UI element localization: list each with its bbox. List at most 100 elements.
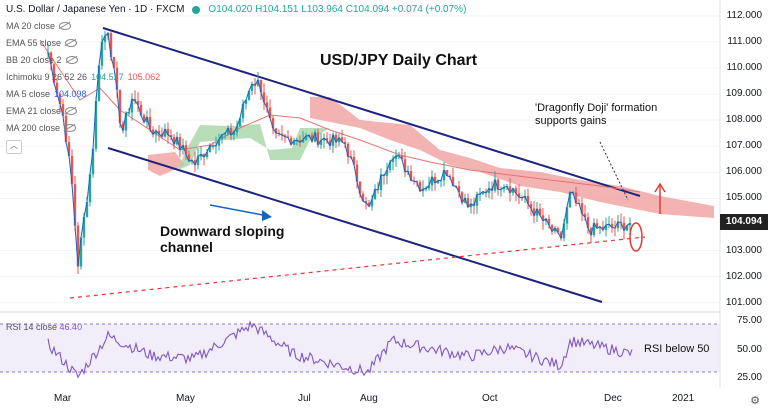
indicator-ma20[interactable]: MA 20 close	[6, 21, 72, 31]
date-tick-label: Oct	[482, 393, 498, 404]
price-tick-label: 103.000	[725, 244, 762, 256]
candle-body	[184, 145, 188, 155]
indicator-label: MA 200 close	[6, 123, 61, 133]
candle-body	[502, 187, 506, 190]
candle-body	[259, 79, 263, 93]
candle-body	[127, 112, 131, 114]
candle-body	[175, 137, 179, 145]
candle-body	[124, 113, 128, 131]
candle-body	[568, 192, 572, 208]
indicator-value: 104.098	[54, 89, 87, 99]
candle-body	[109, 33, 113, 58]
moving-average-line	[39, 39, 641, 193]
candle-body	[250, 84, 254, 91]
hidden-eye-icon[interactable]	[65, 56, 78, 64]
candle-body	[556, 228, 560, 233]
symbol-title[interactable]: U.S. Dollar / Japanese Yen · 1D · FXCM	[6, 4, 185, 15]
candle-body	[76, 225, 80, 267]
candle-body	[562, 223, 566, 239]
candle-body	[244, 99, 248, 104]
candle-body	[262, 92, 266, 103]
channel-annotation: Downward sloping channel	[160, 223, 284, 255]
date-tick-label: Dec	[604, 393, 622, 404]
indicator-ema21[interactable]: EMA 21 close	[6, 106, 78, 116]
rsi-legend[interactable]: RSI 14 close 46.40	[6, 322, 82, 332]
candle-body	[592, 223, 596, 236]
candle-body	[391, 158, 395, 162]
candle-body	[475, 194, 479, 206]
candle-body	[508, 186, 512, 193]
candle-body	[151, 129, 155, 135]
candle-body	[445, 170, 449, 176]
indicator-ichimoku[interactable]: Ichimoku 9 26 52 26 104.527 105.062	[6, 72, 160, 82]
chevron-up-icon[interactable]: ︿	[6, 140, 22, 154]
price-tick-label: 102.000	[725, 270, 762, 282]
indicator-ema55[interactable]: EMA 55 close	[6, 38, 78, 48]
candle-body	[103, 35, 107, 42]
candle-body	[67, 141, 71, 156]
candle-body	[331, 134, 335, 146]
rsi-annotation: RSI below 50	[644, 343, 710, 355]
indicator-label: MA 5 close	[6, 89, 51, 99]
candle-body	[478, 193, 482, 195]
rsi-tick-label: 25.00	[736, 372, 762, 384]
gear-icon[interactable]: ⚙	[750, 395, 760, 407]
candle-body	[430, 176, 434, 186]
date-tick-label: 2021	[672, 393, 695, 404]
candle-body	[388, 161, 392, 171]
ichimoku-cloud-green	[178, 124, 330, 170]
candle-body	[241, 103, 245, 119]
indicator-label: MA 20 close	[6, 21, 56, 31]
candle-body	[532, 208, 536, 216]
hidden-eye-icon[interactable]	[65, 39, 78, 47]
candle-body	[529, 203, 533, 209]
candle-body	[346, 143, 350, 157]
indicator-bb20[interactable]: BB 20 close 2	[6, 55, 78, 65]
candle-body	[394, 155, 398, 159]
indicator-ma5[interactable]: MA 5 close 104.098	[6, 89, 87, 99]
candle-body	[265, 102, 269, 108]
candle-body	[553, 228, 557, 232]
rsi-name: RSI 14 close	[6, 322, 58, 332]
candle-body	[79, 237, 83, 267]
candle-body	[493, 179, 497, 191]
candle-body	[70, 155, 74, 185]
candle-body	[457, 186, 461, 193]
price-tick-label: 101.000	[725, 296, 762, 308]
candle-body	[583, 213, 587, 218]
candle-body	[205, 152, 209, 158]
hidden-eye-icon[interactable]	[59, 22, 72, 30]
ichimoku-cloud-red-left	[148, 152, 185, 176]
indicator-ma200[interactable]: MA 200 close	[6, 123, 77, 133]
candle-body	[373, 189, 377, 200]
candle-body	[427, 185, 431, 189]
candle-body	[547, 218, 551, 226]
candle-body	[49, 52, 53, 65]
rsi-tick-label: 75.00	[736, 315, 762, 327]
candle-body	[538, 208, 542, 216]
candle-body	[256, 79, 260, 86]
candle-body	[448, 175, 452, 177]
candle-body	[385, 170, 389, 176]
candle-body	[292, 140, 296, 145]
candle-body	[421, 189, 425, 192]
candle-body	[313, 132, 317, 142]
candle-body	[316, 132, 320, 145]
candle-body	[586, 217, 590, 229]
candle-body	[565, 207, 569, 224]
date-tick-label: May	[176, 393, 195, 404]
candle-body	[460, 192, 464, 203]
candle-body	[418, 182, 422, 192]
candle-body	[130, 98, 134, 113]
candle-body	[541, 215, 545, 221]
candle-body	[91, 148, 95, 175]
candle-body	[601, 226, 605, 230]
candle-body	[595, 223, 599, 229]
candle-body	[280, 133, 284, 136]
hidden-eye-icon[interactable]	[64, 124, 77, 132]
hidden-eye-icon[interactable]	[65, 107, 78, 115]
price-tick-label: 110.000	[726, 62, 762, 73]
candle-body	[214, 145, 218, 147]
candle-body	[169, 134, 173, 138]
